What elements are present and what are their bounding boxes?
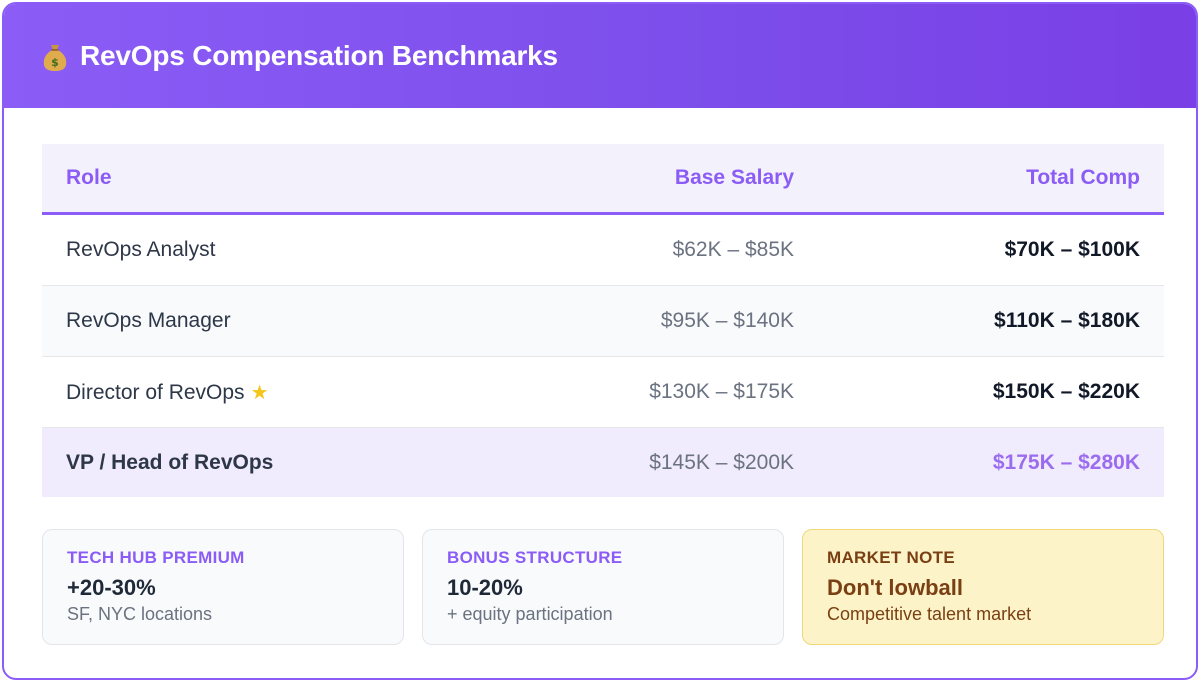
card-header: $ RevOps Compensation Benchmarks bbox=[4, 4, 1196, 108]
total-comp-cell: $70K – $100K bbox=[1004, 238, 1140, 261]
page-title: RevOps Compensation Benchmarks bbox=[80, 40, 558, 71]
card-value: +20-30% bbox=[67, 575, 156, 600]
total-comp-cell: $150K – $220K bbox=[992, 380, 1140, 403]
star-icon: ★ bbox=[250, 381, 269, 404]
market-note-card: MARKET NOTE Don't lowball Competitive ta… bbox=[802, 529, 1164, 645]
column-header-base-salary: Base Salary bbox=[674, 166, 794, 189]
table-row-highlight: VP / Head of RevOps $145K – $200K $175K … bbox=[42, 428, 1164, 497]
table-row: RevOps Manager $95K – $140K $110K – $180… bbox=[42, 286, 1164, 357]
card-subtext: SF, NYC locations bbox=[67, 604, 213, 624]
base-salary-cell: $62K – $85K bbox=[672, 238, 794, 261]
total-comp-cell: $175K – $280K bbox=[992, 450, 1140, 474]
card-label: MARKET NOTE bbox=[827, 548, 955, 567]
role-cell: VP / Head of RevOps bbox=[66, 450, 274, 474]
card-value: Don't lowball bbox=[827, 575, 963, 600]
base-salary-cell: $145K – $200K bbox=[649, 450, 794, 474]
base-salary-cell: $130K – $175K bbox=[649, 380, 794, 403]
column-header-role: Role bbox=[66, 166, 112, 189]
role-cell: RevOps Analyst bbox=[66, 238, 216, 261]
card-value: 10-20% bbox=[447, 575, 523, 600]
card-subtext: + equity participation bbox=[447, 604, 613, 624]
card-subtext: Competitive talent market bbox=[827, 604, 1032, 624]
card-label: TECH HUB PREMIUM bbox=[67, 548, 245, 567]
role-cell: RevOps Manager bbox=[66, 309, 231, 332]
total-comp-cell: $110K – $180K bbox=[994, 309, 1140, 332]
column-header-total-comp: Total Comp bbox=[1026, 166, 1140, 189]
base-salary-cell: $95K – $140K bbox=[660, 309, 794, 332]
role-cell: Director of RevOps ★ bbox=[66, 380, 454, 405]
table-header: Role Base Salary Total Comp bbox=[42, 144, 1164, 215]
table-row: RevOps Analyst $62K – $85K $70K – $100K bbox=[42, 215, 1164, 286]
bonus-structure-card: BONUS STRUCTURE 10-20% + equity particip… bbox=[422, 529, 784, 645]
summary-cards: TECH HUB PREMIUM +20-30% SF, NYC locatio… bbox=[42, 529, 1164, 645]
compensation-table: Role Base Salary Total Comp RevOps Analy… bbox=[42, 144, 1164, 497]
svg-text:$: $ bbox=[51, 56, 59, 69]
table-row: Director of RevOps ★ $130K – $175K $150K … bbox=[42, 357, 1164, 428]
tech-hub-premium-card: TECH HUB PREMIUM +20-30% SF, NYC locatio… bbox=[42, 529, 404, 645]
role-label: Director of RevOps bbox=[66, 380, 245, 404]
money-bag-icon: $ bbox=[42, 42, 68, 72]
card-label: BONUS STRUCTURE bbox=[447, 548, 623, 567]
